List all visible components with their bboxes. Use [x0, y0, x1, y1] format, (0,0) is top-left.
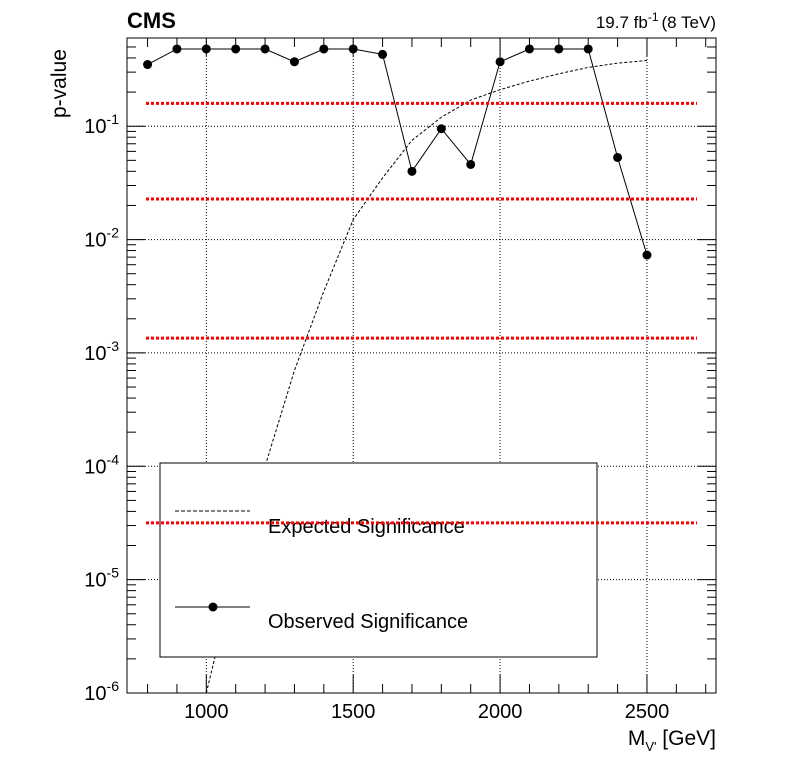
y-tick-label-exponent: -5 — [107, 565, 120, 581]
y-tick-label-base: 10 — [84, 230, 106, 252]
x-axis-title-unit: [GeV] — [656, 727, 716, 750]
observed-point — [378, 49, 388, 59]
lumi-value: 19.7 fb — [596, 13, 648, 32]
observed-point — [436, 124, 446, 134]
plot-frame — [126, 37, 717, 694]
x-tick-label: 1000 — [184, 701, 229, 723]
y-tick-label-exponent: -2 — [107, 225, 120, 241]
y-tick-label-exponent: -3 — [107, 338, 120, 354]
legend: Expected Significance Observed Significa… — [159, 462, 598, 658]
reference-lines — [146, 101, 697, 525]
y-tick-label: 10-5 — [84, 565, 119, 592]
y-tick-label: 10-1 — [84, 111, 119, 138]
y-tick-label-base: 10 — [84, 683, 106, 705]
y-axis-title: p-value — [48, 49, 71, 118]
observed-point — [289, 57, 299, 67]
observed-point — [143, 60, 153, 70]
lumi-exponent: -1 — [648, 10, 659, 24]
observed-series — [143, 44, 652, 260]
observed-point — [613, 152, 623, 162]
y-tick-label: 10-4 — [84, 451, 119, 478]
x-tick-label: 2500 — [625, 701, 670, 723]
legend-observed-marker — [208, 602, 218, 612]
lumi-energy: (8 TeV) — [662, 13, 717, 32]
observed-point — [524, 44, 534, 54]
observed-point — [466, 159, 476, 169]
x-axis-title-main: M — [628, 727, 646, 750]
observed-line — [147, 48, 648, 256]
y-tick-label-base: 10 — [84, 343, 106, 365]
legend-expected-label: Expected Significance — [268, 516, 465, 538]
plot-frame-rect — [126, 37, 717, 694]
observed-point — [495, 57, 505, 67]
y-tick-label: 10-2 — [84, 225, 119, 252]
observed-point — [231, 44, 241, 54]
observed-point — [260, 44, 270, 54]
y-tick-label-base: 10 — [84, 116, 106, 138]
observed-point — [407, 166, 417, 176]
y-tick-label: 10-6 — [84, 678, 119, 705]
observed-point — [319, 44, 329, 54]
legend-observed-label: Observed Significance — [268, 611, 468, 633]
x-axis-title: MV' [GeV] — [628, 727, 716, 754]
y-tick-label-exponent: -1 — [107, 111, 120, 127]
y-tick-label: 10-3 — [84, 338, 119, 365]
observed-point — [583, 44, 593, 54]
y-tick-label-exponent: -4 — [107, 451, 120, 467]
luminosity-label: 19.7 fb-1 (8 TeV) — [596, 10, 716, 32]
x-tick-label: 2000 — [478, 701, 523, 723]
legend-box — [159, 462, 598, 658]
y-tick-label-exponent: -6 — [107, 678, 120, 694]
x-axis-title-subscript: V' — [645, 739, 656, 754]
observed-point — [554, 44, 564, 54]
observed-point — [642, 250, 652, 260]
y-tick-label-base: 10 — [84, 570, 106, 592]
observed-point — [172, 44, 182, 54]
observed-point — [348, 44, 358, 54]
x-tick-label: 1500 — [331, 701, 376, 723]
y-tick-label-base: 10 — [84, 456, 106, 478]
cms-label: CMS — [127, 8, 176, 33]
observed-point — [201, 44, 211, 54]
